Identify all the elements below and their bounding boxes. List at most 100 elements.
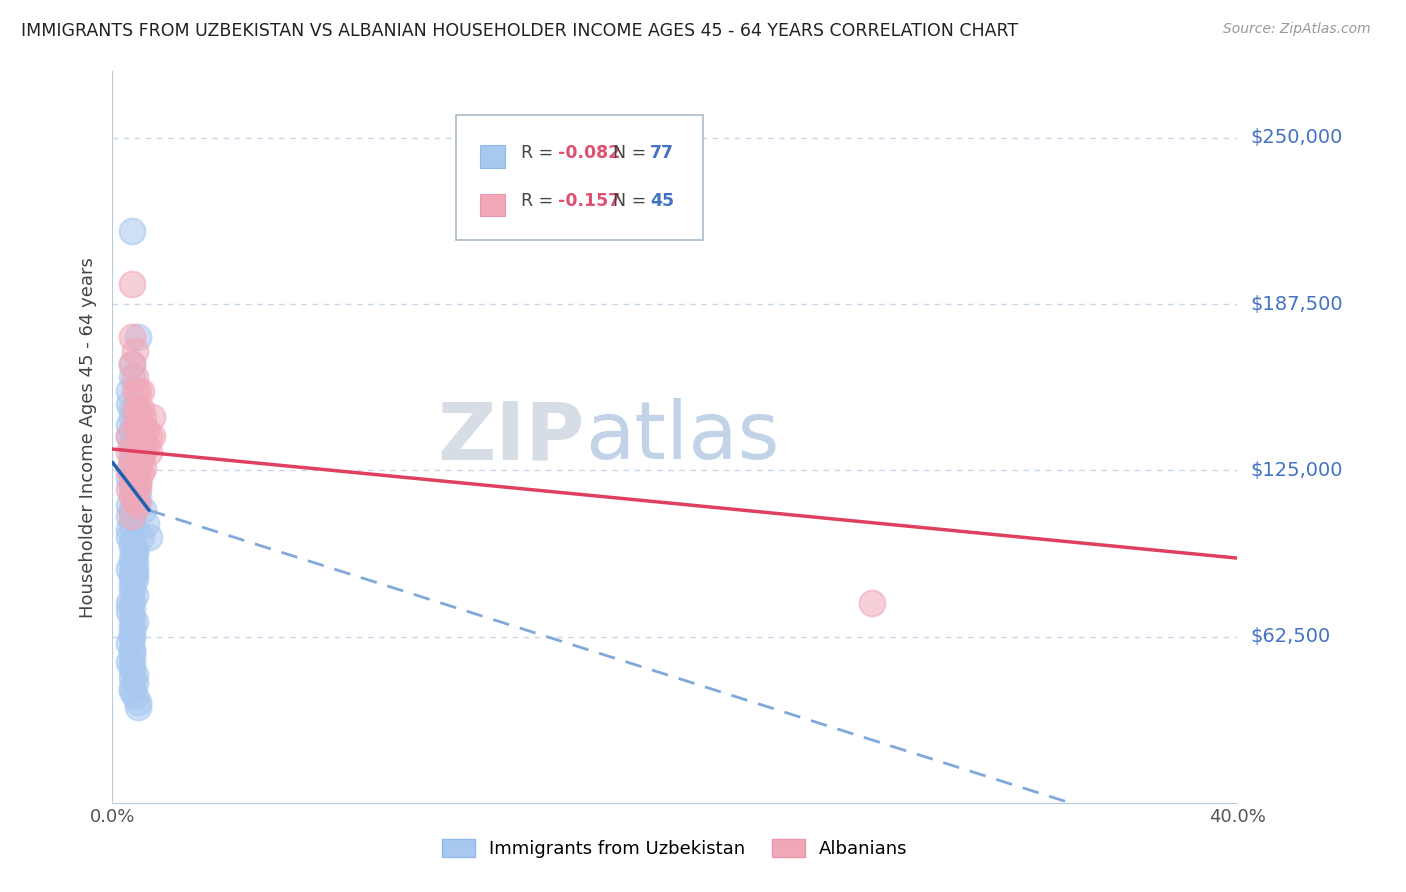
Point	[121, 455, 143, 469]
Point	[121, 593, 143, 607]
Text: Source: ZipAtlas.com: Source: ZipAtlas.com	[1223, 22, 1371, 37]
Point	[132, 503, 155, 517]
Point	[124, 543, 146, 558]
Point	[118, 562, 141, 576]
Point	[124, 402, 146, 417]
FancyBboxPatch shape	[481, 194, 505, 216]
Point	[121, 601, 143, 615]
Point	[132, 460, 155, 475]
Point	[127, 418, 149, 433]
Text: $187,500: $187,500	[1251, 294, 1343, 314]
Point	[121, 508, 143, 523]
Point	[118, 482, 141, 496]
Text: R =: R =	[520, 192, 558, 210]
Point	[118, 636, 141, 650]
Point	[118, 604, 141, 618]
Point	[138, 429, 160, 443]
Point	[118, 418, 141, 433]
Point	[141, 429, 163, 443]
Point	[121, 567, 143, 582]
Text: -0.082: -0.082	[558, 144, 620, 161]
Text: R =: R =	[520, 144, 558, 161]
Point	[118, 498, 141, 512]
Point	[118, 522, 141, 536]
Point	[124, 557, 146, 571]
Point	[118, 384, 141, 398]
Text: $125,000: $125,000	[1251, 461, 1343, 480]
Point	[124, 549, 146, 563]
Point	[129, 450, 152, 464]
Point	[121, 471, 143, 485]
Point	[124, 543, 146, 558]
Point	[129, 450, 152, 464]
Point	[129, 450, 152, 464]
Point	[121, 641, 143, 656]
Point	[124, 615, 146, 629]
Point	[121, 490, 143, 504]
Point	[124, 668, 146, 682]
Point	[121, 277, 143, 292]
Point	[121, 330, 143, 344]
Point	[127, 463, 149, 477]
Point	[132, 429, 155, 443]
Point	[118, 463, 141, 477]
Point	[121, 535, 143, 549]
Point	[121, 628, 143, 642]
Point	[121, 617, 143, 632]
Point	[121, 357, 143, 371]
FancyBboxPatch shape	[481, 145, 505, 168]
Text: 45: 45	[650, 192, 675, 210]
Point	[127, 384, 149, 398]
Point	[121, 455, 143, 469]
Point	[127, 498, 149, 512]
Point	[118, 508, 141, 523]
Point	[127, 450, 149, 464]
Y-axis label: Householder Income Ages 45 - 64 years: Householder Income Ages 45 - 64 years	[79, 257, 97, 617]
Point	[121, 224, 143, 238]
Point	[118, 471, 141, 485]
Point	[124, 384, 146, 398]
Point	[127, 330, 149, 344]
Point	[118, 444, 141, 458]
Point	[118, 530, 141, 544]
Point	[124, 573, 146, 587]
Point	[135, 516, 157, 531]
Text: N =: N =	[613, 144, 652, 161]
Point	[127, 482, 149, 496]
Point	[129, 530, 152, 544]
Point	[121, 482, 143, 496]
Point	[124, 418, 146, 433]
Point	[121, 681, 143, 696]
Point	[121, 657, 143, 672]
Point	[124, 476, 146, 491]
Point	[121, 684, 143, 698]
Point	[124, 343, 146, 358]
Point	[121, 357, 143, 371]
Point	[121, 410, 143, 425]
Point	[121, 577, 143, 591]
Point	[121, 663, 143, 677]
Point	[121, 402, 143, 417]
Point	[124, 370, 146, 384]
Point	[121, 609, 143, 624]
Point	[138, 444, 160, 458]
Point	[129, 418, 152, 433]
Point	[124, 463, 146, 477]
Point	[124, 562, 146, 576]
Point	[121, 436, 143, 450]
Point	[135, 424, 157, 438]
Point	[127, 434, 149, 448]
Point	[121, 573, 143, 587]
Text: -0.157: -0.157	[558, 192, 620, 210]
Point	[129, 466, 152, 480]
Point	[138, 530, 160, 544]
Point	[124, 567, 146, 582]
Point	[121, 644, 143, 658]
Point	[118, 596, 141, 610]
Point	[121, 516, 143, 531]
FancyBboxPatch shape	[456, 115, 703, 240]
Point	[127, 476, 149, 491]
Point	[124, 588, 146, 602]
Point	[121, 551, 143, 566]
Point	[129, 402, 152, 417]
